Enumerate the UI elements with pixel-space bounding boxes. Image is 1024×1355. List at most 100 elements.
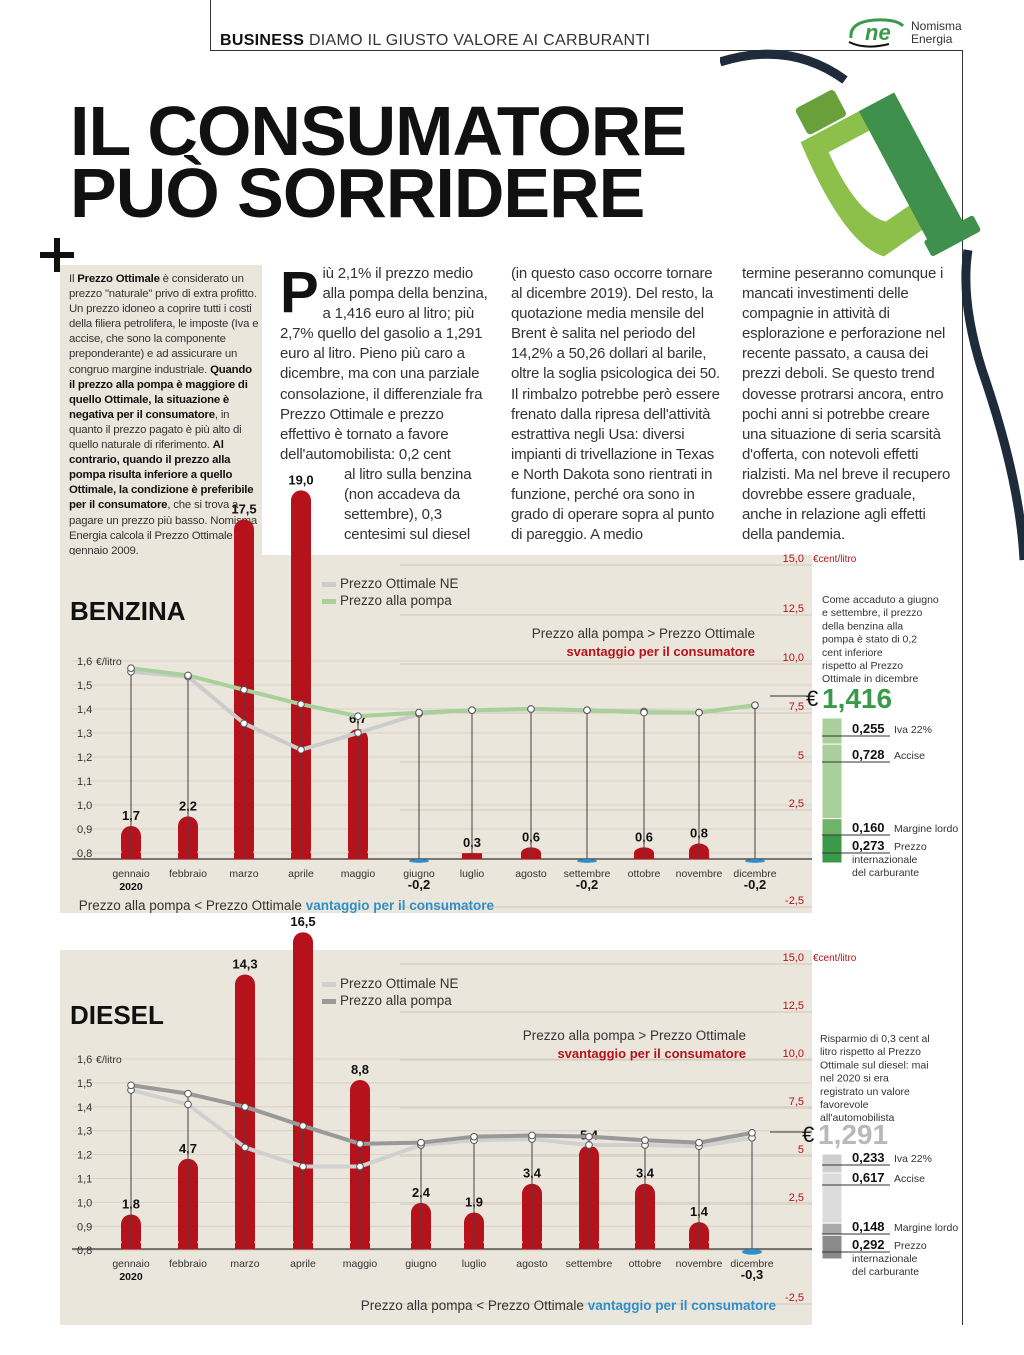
logo-text: Nomisma Energia (911, 19, 962, 46)
category-label: settembre (566, 1258, 613, 1270)
bar-value-label: 17,5 (231, 502, 256, 517)
category-label: maggio (343, 1258, 378, 1270)
bar (293, 932, 313, 1249)
category-label: marzo (229, 868, 258, 880)
series-point (184, 1100, 192, 1109)
legend-swatch (322, 582, 336, 587)
side-note-line: favorevole (820, 1099, 869, 1111)
component-label: Prezzo (894, 1240, 927, 1252)
kicker-bold: BUSINESS (220, 32, 305, 49)
legend-label: Prezzo alla pompa (340, 593, 452, 608)
left-tick-label: 1,3 (77, 728, 92, 740)
series-point (184, 1089, 192, 1098)
bar-value-label: 14,3 (232, 956, 257, 971)
category-label: febbraio (169, 868, 207, 880)
category-label: marzo (230, 1258, 259, 1270)
component-label: Iva 22% (894, 724, 932, 736)
category-label: dicembre (733, 868, 776, 880)
side-note-line: pompa è stato di 0,2 (822, 634, 917, 646)
article-col1-a: iù 2,1% il prezzo medio alla pompa della… (280, 265, 488, 463)
series-point (240, 686, 248, 694)
side-note-line: Ottimale sul diesel: mai (820, 1059, 929, 1071)
component-value: 0,148 (852, 1219, 885, 1234)
series-point (297, 700, 305, 708)
right-tick-label: 12,5 (783, 603, 804, 615)
right-axis-unit: €cent/litro (813, 953, 857, 964)
component-label: Margine lordo (894, 1222, 958, 1234)
series-point (751, 701, 759, 709)
right-tick-label: -2,5 (785, 1292, 804, 1304)
right-tick-label: 2,5 (789, 798, 804, 810)
article-column-3: termine peseranno comunque i mancati inv… (742, 265, 951, 544)
left-tick-label: 1,2 (77, 752, 92, 764)
side-note-line: Risparmio di 0,3 cent al (820, 1033, 930, 1045)
series-point (415, 708, 423, 717)
component-label: Prezzo (894, 841, 927, 853)
right-tick-label: 15,0 (783, 553, 804, 565)
component-value: 0,292 (852, 1237, 885, 1252)
nomisma-logo: ne Nomisma Energia (845, 16, 965, 50)
component-segment (821, 1234, 843, 1260)
side-note-line: e settembre, il prezzo (822, 607, 923, 619)
left-tick-label: 1,0 (77, 800, 92, 812)
category-label: febbraio (169, 1258, 207, 1270)
category-label: novembre (676, 1258, 723, 1270)
bar (742, 1249, 762, 1255)
annotation-top: Prezzo alla pompa > Prezzo Ottimale (523, 1028, 746, 1043)
side-note-line: litro rispetto al Prezzo (820, 1046, 921, 1058)
component-segment (821, 834, 843, 864)
component-label: Accise (894, 1173, 925, 1185)
category-label: agosto (516, 1258, 548, 1270)
series-point (356, 1140, 364, 1148)
component-label: del carburante (852, 1266, 919, 1278)
right-tick-label: 5 (798, 1144, 804, 1156)
series-point (640, 708, 648, 717)
left-tick-label: 0,9 (77, 1221, 92, 1233)
title-line-1: IL CONSUMATORE (70, 92, 687, 170)
series-point (241, 1103, 249, 1111)
annotation-bottom: Prezzo alla pompa < Prezzo Ottimale vant… (361, 1298, 777, 1313)
series-point (470, 1132, 478, 1141)
series-point (299, 1162, 307, 1171)
price-currency: € (802, 1122, 814, 1147)
right-tick-label: -2,5 (785, 895, 804, 907)
category-label: aprile (288, 868, 314, 880)
title-line-2: PUÒ SORRIDERE (70, 154, 645, 232)
sidebar-text-part: Il (69, 273, 78, 285)
left-tick-label: 1,0 (77, 1197, 92, 1209)
sidebar-text-part: Quando il prezzo alla pompa è maggiore d… (69, 363, 252, 421)
category-label: aprile (290, 1258, 316, 1270)
left-tick-label: 0,8 (77, 848, 92, 860)
component-segment (821, 743, 843, 820)
right-tick-label: 10,0 (783, 1048, 804, 1060)
component-segment (821, 1153, 843, 1174)
sidebar-text-part: è considerato un prezzo "naturale" privo… (69, 273, 259, 376)
right-tick-label: 5 (798, 750, 804, 762)
series-line (130, 1083, 753, 1146)
annotation-bottom-bold: vantaggio per il consumatore (306, 898, 495, 913)
legend-label: Prezzo alla pompa (340, 993, 452, 1008)
left-tick-label: 1,6 (77, 1054, 92, 1066)
series-point (585, 1141, 593, 1149)
header-rule (210, 50, 962, 51)
left-tick-label: 1,6 (77, 656, 92, 668)
component-label: Iva 22% (894, 1153, 932, 1165)
bar (409, 859, 429, 863)
right-tick-label: 15,0 (783, 952, 804, 964)
component-segment (821, 818, 843, 836)
sidebar-text-part: Prezzo Ottimale (77, 273, 160, 285)
logo-mark-text: ne (865, 20, 891, 45)
series-point (583, 706, 591, 714)
bar-value-label: -0,2 (576, 877, 598, 892)
category-label: maggio (341, 868, 376, 880)
right-tick-label: 12,5 (783, 1000, 804, 1012)
component-label: internazionale (852, 854, 918, 866)
price-value: 1,416 (822, 683, 892, 714)
series-point (297, 746, 305, 754)
series-point (127, 664, 135, 672)
left-tick-label: 1,1 (77, 776, 92, 788)
series-point (641, 1136, 649, 1145)
sidebar-box (60, 265, 262, 605)
